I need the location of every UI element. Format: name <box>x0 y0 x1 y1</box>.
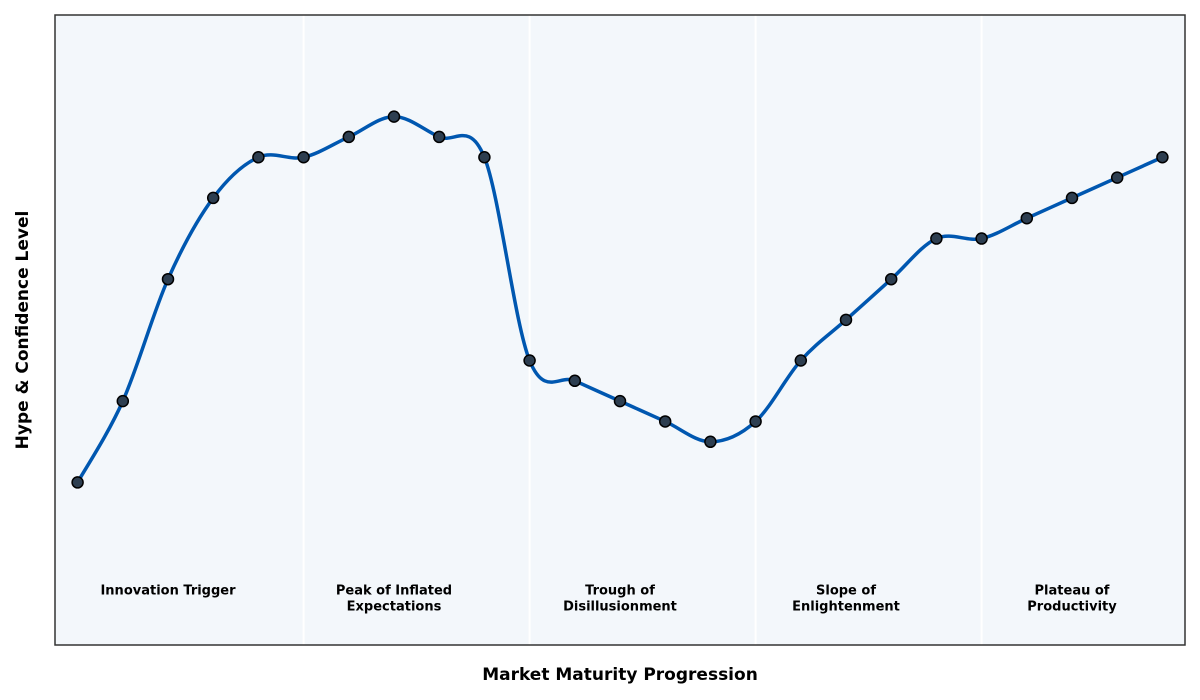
data-point <box>1065 191 1079 205</box>
data-point <box>658 415 672 428</box>
data-point <box>297 151 310 164</box>
phase-label: Innovation Trigger <box>100 584 236 599</box>
data-point <box>1156 151 1169 164</box>
data-point <box>1020 211 1034 225</box>
data-point <box>478 151 491 164</box>
data-point <box>884 272 898 286</box>
data-point <box>432 130 446 144</box>
phase-label: Enlightenment <box>792 600 900 615</box>
data-point <box>749 415 762 428</box>
data-point <box>704 435 717 449</box>
phase-label: Productivity <box>1027 600 1117 615</box>
data-point <box>342 130 356 144</box>
phase-label: Slope of <box>816 584 876 599</box>
y-axis-label: Hype & Confidence Level <box>13 211 33 450</box>
data-point <box>1110 171 1124 184</box>
phase-label: Disillusionment <box>563 600 677 615</box>
data-point <box>568 374 582 388</box>
data-point <box>930 232 943 245</box>
data-point <box>252 151 265 164</box>
data-point <box>206 191 220 205</box>
phase-label: Expectations <box>347 600 442 615</box>
data-point <box>71 476 84 489</box>
data-point <box>839 313 853 327</box>
x-axis-label: Market Maturity Progression <box>482 665 758 685</box>
data-point <box>161 272 175 286</box>
plot-frame <box>54 14 1186 646</box>
plot-background <box>55 15 1185 645</box>
phase-label: Plateau of <box>1035 584 1110 599</box>
data-point <box>794 354 808 367</box>
phase-label: Peak of Inflated <box>336 584 452 599</box>
data-point <box>975 232 988 245</box>
data-point <box>613 394 627 408</box>
data-point <box>523 354 536 367</box>
data-point <box>116 394 130 408</box>
phase-label: Trough of <box>585 584 655 599</box>
data-point <box>387 110 401 123</box>
